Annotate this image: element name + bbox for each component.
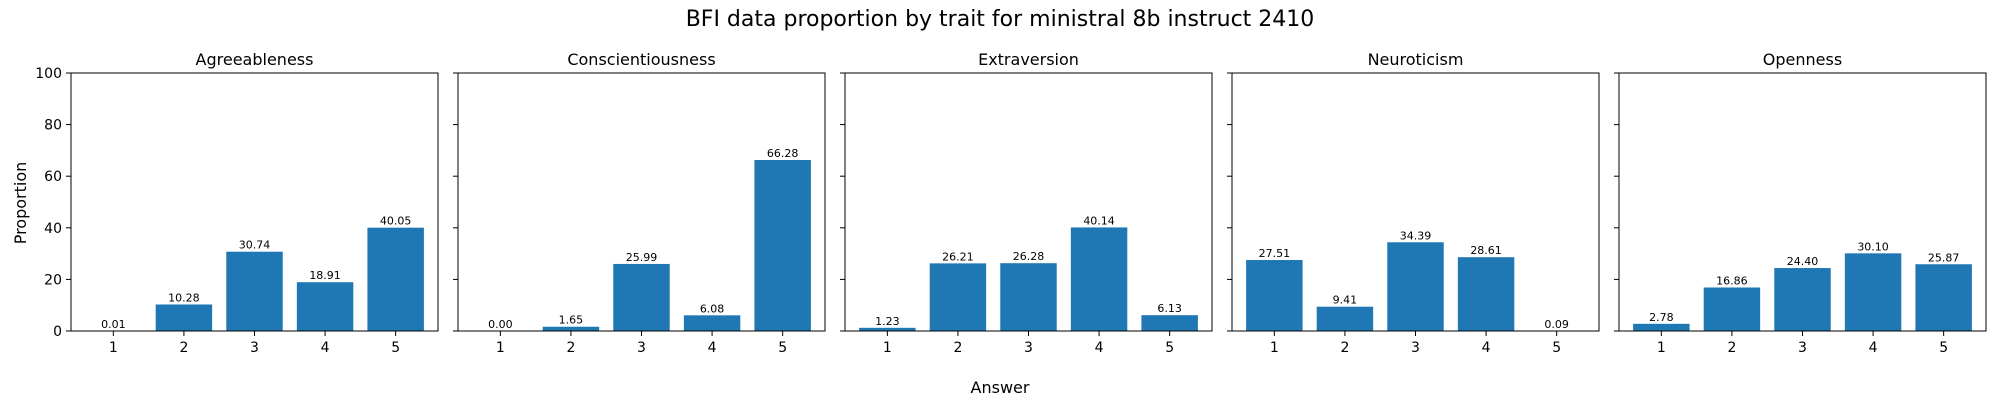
bar: [613, 263, 670, 331]
figure-title: BFI data proportion by trait for ministr…: [686, 7, 1315, 32]
bar: [1141, 315, 1198, 331]
bar: [1774, 268, 1831, 331]
bar-value-label: 10.28: [168, 291, 200, 304]
bar-value-label: 25.99: [626, 251, 658, 264]
bar: [1844, 253, 1902, 331]
x-tick-label: 3: [637, 340, 646, 356]
bar: [1000, 263, 1057, 331]
panel-title: Extraversion: [978, 50, 1079, 69]
bar-value-label: 25.87: [1928, 251, 1960, 264]
bar: [1457, 257, 1515, 331]
bar-value-label: 34.39: [1400, 229, 1432, 242]
bar-value-label: 18.91: [309, 269, 341, 282]
x-tick-label: 1: [109, 340, 118, 356]
x-tick-label: 4: [1869, 340, 1878, 356]
bar: [1316, 306, 1374, 331]
plot-frame: [1231, 72, 1600, 332]
panel-conscientiousness: Conscientiousness 0.00 1 1.65 2 25.99 3 6.08 4 66…: [453, 50, 826, 356]
x-tick-label: 2: [179, 340, 188, 356]
x-tick-label: 2: [1340, 340, 1349, 356]
panel-extraversion: Extraversion 1.23 1 26.21 2 26.28 3 40.14 4 6.13 5: [840, 50, 1213, 356]
bar: [1246, 260, 1303, 331]
bar: [1703, 287, 1761, 331]
bar-value-label: 9.41: [1333, 294, 1358, 307]
bar: [155, 304, 213, 331]
bar: [296, 282, 354, 331]
y-tick-label: 100: [35, 66, 62, 82]
bar-value-label: 0.09: [1544, 318, 1569, 331]
plot-frame: [70, 72, 439, 332]
bar-value-label: 0.01: [101, 318, 126, 331]
bar: [226, 251, 283, 331]
panel-openness: Openness 2.78 1 16.86 2 24.40 3 30.10 4 25.87 5: [1614, 50, 1987, 356]
bar-value-label: 26.28: [1013, 250, 1045, 263]
x-tick-label: 4: [1482, 340, 1491, 356]
x-tick-label: 1: [1270, 340, 1279, 356]
x-tick-label: 5: [1939, 340, 1948, 356]
x-tick-label: 2: [566, 340, 575, 356]
bar: [542, 326, 600, 331]
bar-value-label: 30.10: [1857, 240, 1889, 253]
bar-value-label: 40.14: [1083, 214, 1115, 227]
x-tick-label: 3: [1411, 340, 1420, 356]
bar: [859, 327, 916, 331]
bar: [754, 159, 811, 331]
bar: [367, 227, 424, 331]
y-tick-label: 20: [44, 272, 62, 288]
bar: [929, 263, 987, 331]
panels: Agreeableness0.01110.28230.74318.91440.0…: [35, 50, 1987, 356]
panel-title: Conscientiousness: [567, 50, 715, 69]
panel-title: Neuroticism: [1368, 50, 1464, 69]
y-tick-label: 80: [44, 118, 62, 134]
bar-value-label: 1.65: [559, 314, 584, 327]
bar: [1070, 227, 1128, 331]
x-tick-label: 5: [778, 340, 787, 356]
x-tick-label: 4: [1095, 340, 1104, 356]
x-tick-label: 5: [391, 340, 400, 356]
x-tick-label: 4: [708, 340, 717, 356]
bar: [1915, 264, 1972, 331]
bar-value-label: 0.00: [488, 318, 513, 331]
y-tick-label: 40: [44, 221, 62, 237]
bar-value-label: 26.21: [942, 250, 974, 263]
y-tick-label: 60: [44, 169, 62, 185]
x-tick-label: 3: [1024, 340, 1033, 356]
x-tick-label: 1: [496, 340, 505, 356]
bar-value-label: 2.78: [1649, 311, 1674, 324]
x-tick-label: 5: [1552, 340, 1561, 356]
y-tick-label: 0: [53, 324, 62, 340]
bar-value-label: 6.13: [1157, 302, 1182, 315]
panel-title: Agreeableness: [196, 50, 314, 69]
bar-value-label: 6.08: [700, 302, 725, 315]
y-axis-label: Proportion: [11, 162, 30, 245]
x-tick-label: 3: [250, 340, 259, 356]
bar-value-label: 66.28: [767, 147, 799, 160]
bar-value-label: 40.05: [380, 215, 412, 228]
bar-value-label: 28.61: [1470, 244, 1502, 257]
bar: [1387, 242, 1444, 331]
panel-title: Openness: [1763, 50, 1842, 69]
x-tick-label: 1: [883, 340, 892, 356]
bar-value-label: 30.74: [239, 239, 271, 252]
panel-neuroticism: Neuroticism 27.51 1 9.41 2 34.39 3 28.61 4 0.09 5: [1227, 50, 1600, 356]
x-tick-label: 4: [321, 340, 330, 356]
bar-value-label: 27.51: [1259, 247, 1291, 260]
bar-value-label: 16.86: [1716, 275, 1748, 288]
x-tick-label: 3: [1798, 340, 1807, 356]
x-tick-label: 5: [1165, 340, 1174, 356]
plot-frame: [1618, 72, 1987, 332]
x-tick-label: 2: [953, 340, 962, 356]
bar: [1633, 323, 1690, 331]
x-tick-label: 2: [1727, 340, 1736, 356]
x-tick-label: 1: [1657, 340, 1666, 356]
panel-agreeableness: Agreeableness 0.01 1 10.28 2 30.74 3 18.91 4 40.0…: [35, 50, 439, 356]
bar: [683, 315, 741, 331]
bar-value-label: 24.40: [1787, 255, 1819, 268]
bar-value-label: 1.23: [875, 315, 900, 328]
plot-frame: [457, 72, 826, 332]
plot-frame: [844, 72, 1213, 332]
x-axis-label: Answer: [971, 378, 1030, 397]
